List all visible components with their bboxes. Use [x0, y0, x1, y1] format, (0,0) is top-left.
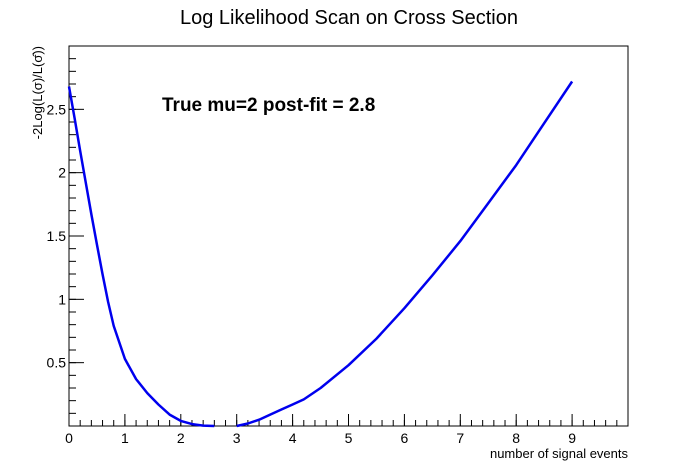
y-axis-title: -2Log(L(σ)/L(σ̂)): [30, 46, 45, 139]
x-axis: 0 1 2 3 4 5 6 7 8 9: [65, 414, 629, 446]
series-line-left-branch: [67, 86, 215, 428]
x-tick-label: 0: [65, 430, 73, 446]
x-tick-label: 9: [568, 430, 576, 446]
y-tick-label: 2: [58, 165, 66, 181]
x-tick-label: 5: [345, 430, 353, 446]
y-tick-label: 0.5: [47, 355, 67, 371]
x-axis-title: number of signal events: [490, 446, 629, 461]
series-line-right-branch: [236, 80, 574, 428]
y-tick-label: 1.5: [47, 228, 67, 244]
annotation-text: True mu=2 post-fit = 2.8: [162, 95, 375, 116]
x-tick-label: 8: [512, 430, 520, 446]
x-tick-label: 3: [233, 430, 241, 446]
y-tick-label: 1: [58, 291, 66, 307]
x-tick-label: 6: [401, 430, 409, 446]
x-tick-label: 7: [456, 430, 464, 446]
y-tick-label: 2.5: [47, 101, 67, 117]
chart-title: Log Likelihood Scan on Cross Section: [180, 7, 518, 29]
x-tick-label: 2: [177, 430, 185, 446]
x-tick-label: 1: [121, 430, 129, 446]
y-axis: 0.5 1 1.5 2 2.5: [47, 58, 84, 414]
x-tick-label: 4: [289, 430, 297, 446]
series-layer: [67, 80, 574, 428]
